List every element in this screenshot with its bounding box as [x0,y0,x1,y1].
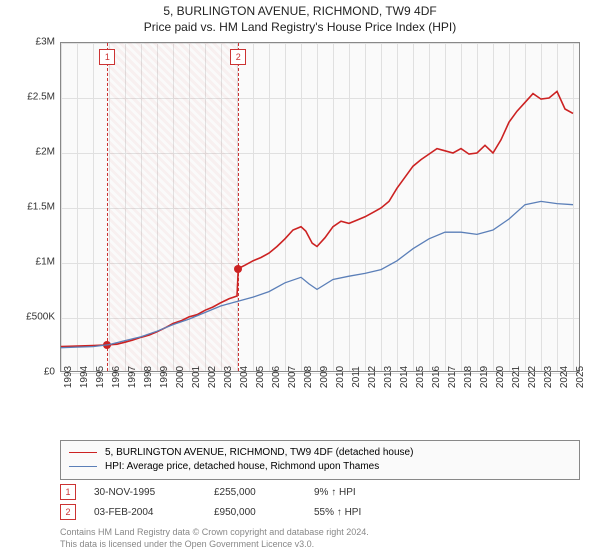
footer-line2: This data is licensed under the Open Gov… [60,539,369,551]
x-axis-label: 1997 [127,366,138,388]
x-axis-label: 2005 [255,366,266,388]
x-axis-label: 2022 [527,366,538,388]
x-axis-label: 2002 [207,366,218,388]
x-axis-label: 1996 [111,366,122,388]
x-axis-label: 2001 [191,366,202,388]
x-axis-label: 2000 [175,366,186,388]
x-axis-label: 2021 [511,366,522,388]
x-axis-label: 2014 [399,366,410,388]
x-axis-label: 2011 [351,366,362,388]
transaction-date: 30-NOV-1995 [94,487,214,498]
transaction-price: £255,000 [214,487,314,498]
transaction-date: 03-FEB-2004 [94,507,214,518]
x-axis-label: 2010 [335,366,346,388]
series-price_paid [61,91,573,346]
transactions-table: 1 30-NOV-1995£255,0009% ↑ HPI 2 03-FEB-2004… [60,482,404,522]
legend-item: HPI: Average price, detached house, Rich… [69,459,571,473]
transaction-row: 1 30-NOV-1995£255,0009% ↑ HPI [60,482,404,502]
title-line2: Price paid vs. HM Land Registry's House … [0,20,600,34]
x-axis-label: 2008 [303,366,314,388]
x-axis-label: 1993 [63,366,74,388]
plot-area: 12 [60,42,580,372]
y-axis-label: £1M [36,257,55,268]
footer-attribution: Contains HM Land Registry data © Crown c… [60,527,369,550]
x-axis-label: 2023 [543,366,554,388]
chart-area: 12 £0£500K£1M£1.5M£2M£2.5M£3M 1993199419… [60,42,580,402]
x-axis-label: 2004 [239,366,250,388]
x-axis-label: 2003 [223,366,234,388]
x-axis-label: 2013 [383,366,394,388]
transaction-id-box: 1 [60,484,76,500]
x-axis-label: 2025 [575,366,586,388]
x-axis-label: 1994 [79,366,90,388]
y-axis-label: £3M [36,37,55,48]
chart-titles: 5, BURLINGTON AVENUE, RICHMOND, TW9 4DF … [0,0,600,34]
x-axis-label: 2009 [319,366,330,388]
x-axis-label: 2018 [463,366,474,388]
title-line1: 5, BURLINGTON AVENUE, RICHMOND, TW9 4DF [0,4,600,18]
x-axis-label: 2007 [287,366,298,388]
series-hpi [61,201,573,347]
y-axis-label: £500K [26,312,55,323]
x-axis-label: 2020 [495,366,506,388]
y-axis-label: £1.5M [27,202,55,213]
transaction-pct: 55% ↑ HPI [314,507,404,518]
x-axis-label: 2016 [431,366,442,388]
x-axis-label: 1999 [159,366,170,388]
legend-swatch [69,466,97,467]
x-axis-label: 2006 [271,366,282,388]
x-axis-label: 2012 [367,366,378,388]
legend-swatch [69,452,97,453]
transaction-pct: 9% ↑ HPI [314,487,404,498]
legend-label: 5, BURLINGTON AVENUE, RICHMOND, TW9 4DF … [105,447,413,458]
x-axis-label: 1995 [95,366,106,388]
legend-item: 5, BURLINGTON AVENUE, RICHMOND, TW9 4DF … [69,445,571,459]
legend: 5, BURLINGTON AVENUE, RICHMOND, TW9 4DF … [60,440,580,480]
x-axis-label: 1998 [143,366,154,388]
y-axis-label: £2.5M [27,92,55,103]
y-axis-label: £2M [36,147,55,158]
footer-line1: Contains HM Land Registry data © Crown c… [60,527,369,539]
x-axis-label: 2019 [479,366,490,388]
legend-label: HPI: Average price, detached house, Rich… [105,461,379,472]
x-axis-label: 2017 [447,366,458,388]
transaction-price: £950,000 [214,507,314,518]
x-axis-label: 2024 [559,366,570,388]
y-axis-label: £0 [44,367,55,378]
x-axis-label: 2015 [415,366,426,388]
transaction-id-box: 2 [60,504,76,520]
transaction-row: 2 03-FEB-2004£950,00055% ↑ HPI [60,502,404,522]
